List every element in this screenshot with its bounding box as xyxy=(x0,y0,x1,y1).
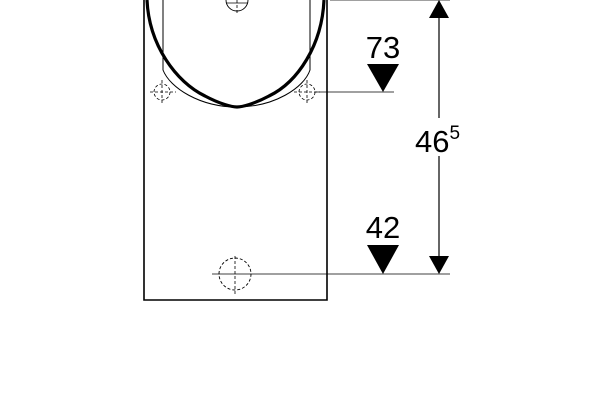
top-crosshair xyxy=(225,0,249,14)
height-marker-42: 42 xyxy=(366,210,400,274)
urinal-bowl xyxy=(145,0,326,109)
total-height-label: 465 xyxy=(415,123,460,159)
extension-lines xyxy=(258,0,450,275)
level-triangle-73 xyxy=(367,64,399,92)
height-label-42: 42 xyxy=(366,210,400,245)
height-label-73: 73 xyxy=(366,30,400,65)
level-triangle-42 xyxy=(367,245,399,274)
left-fixing-crosshair xyxy=(150,80,176,104)
vertical-dimension: 465 xyxy=(415,0,465,274)
dimension-arrow-down xyxy=(429,256,449,274)
dimension-arrow-up xyxy=(429,0,449,18)
total-height-main: 46 xyxy=(415,124,449,159)
fixture-outline xyxy=(143,0,328,301)
drain-outlet-crosshair xyxy=(212,256,258,294)
height-marker-73: 73 xyxy=(366,30,400,92)
total-height-superscript: 5 xyxy=(449,123,460,144)
